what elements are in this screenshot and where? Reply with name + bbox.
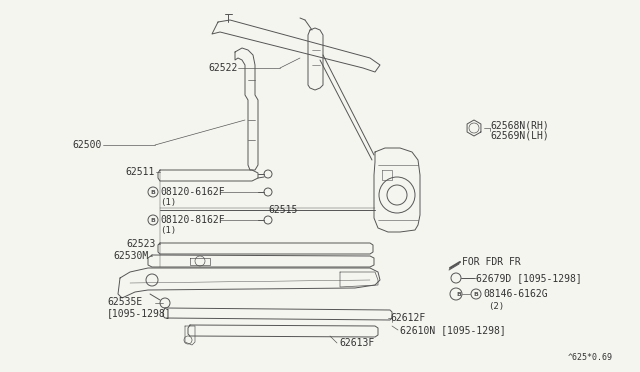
Text: 62522: 62522 (209, 63, 238, 73)
Text: 62530M: 62530M (114, 251, 149, 261)
Text: 08146-6162G: 08146-6162G (483, 289, 548, 299)
Text: 08120-8162F: 08120-8162F (160, 215, 225, 225)
Text: ^625*0.69: ^625*0.69 (568, 353, 613, 362)
Text: (1): (1) (160, 227, 176, 235)
Text: 62511: 62511 (125, 167, 155, 177)
Text: 62568N(RH): 62568N(RH) (490, 120, 548, 130)
Text: B: B (150, 189, 156, 195)
Text: B: B (456, 292, 461, 296)
Text: FOR FDR FR: FOR FDR FR (462, 257, 521, 267)
Text: 62612F: 62612F (390, 313, 425, 323)
Text: 62610N [1095-1298]: 62610N [1095-1298] (400, 325, 506, 335)
Text: 62500: 62500 (72, 140, 102, 150)
Text: 62523: 62523 (127, 239, 156, 249)
Text: B: B (150, 218, 156, 222)
Text: [1095-1298]: [1095-1298] (107, 308, 172, 318)
Text: 62515: 62515 (268, 205, 298, 215)
Text: 62535E: 62535E (107, 297, 142, 307)
Text: 08120-6162F: 08120-6162F (160, 187, 225, 197)
Text: (2): (2) (488, 301, 504, 311)
Text: 62679D [1095-1298]: 62679D [1095-1298] (476, 273, 582, 283)
Text: 62569N(LH): 62569N(LH) (490, 131, 548, 141)
Text: B: B (474, 292, 479, 296)
Text: 62613F: 62613F (339, 338, 374, 348)
Text: (1): (1) (160, 199, 176, 208)
